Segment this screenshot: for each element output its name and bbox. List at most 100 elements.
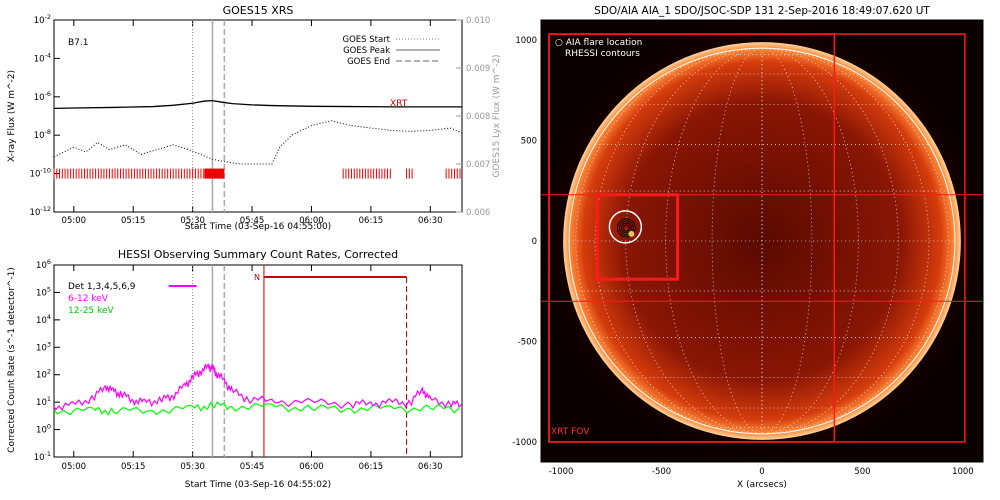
- aia-xlabel: X (arcsecs): [737, 480, 787, 490]
- goes-markers: [192, 20, 226, 212]
- night-label: N: [254, 273, 260, 282]
- aia-ytick-label: -500: [518, 337, 537, 347]
- aia-ytick-label: -1000: [512, 438, 537, 448]
- aia-xtick-label: -500: [652, 467, 671, 477]
- goes-flux-line: [53, 99, 462, 110]
- flare-box: [595, 193, 680, 281]
- aia-ytick-label: 1000: [515, 36, 537, 46]
- aia-title: SDO/AIA AIA_1 SDO/JSOC-SDP 131 2-Sep-201…: [594, 5, 930, 17]
- hessi-xtick-label: 05:00: [62, 462, 87, 472]
- hessi-series-line: [53, 401, 460, 416]
- hessi-xlabel: Start Time (03-Sep-16 04:55:02): [185, 480, 331, 490]
- goes-y-ticks: 10-12 10-10 10-8 10-6 10-4 10-2: [30, 13, 60, 218]
- rhessi-contour: [622, 224, 630, 232]
- goes-y2tick-label: 0.009: [466, 64, 490, 74]
- goes-y2tick-label: 0.006: [466, 208, 490, 218]
- goes-xtick-label: 05:15: [121, 216, 146, 226]
- hessi-ytick-label: 10-1: [34, 450, 51, 463]
- goes-title: GOES15 XRS: [223, 4, 294, 17]
- xrt-fov-box: [548, 33, 966, 443]
- hessi-ytick-label: 100: [36, 423, 51, 436]
- aia-xtick-label: 1000: [952, 467, 974, 477]
- hessi-ytick-label: 102: [36, 368, 51, 381]
- goes-ytick-label: 10-8: [34, 128, 51, 141]
- rhessi-contour: [618, 220, 634, 236]
- aia-xtick-label: 0: [759, 467, 764, 477]
- aia-x-ticks: -1000 -500 0 500 1000: [549, 456, 974, 477]
- goes-xtick-label: 05:45: [240, 216, 265, 226]
- goes-xtick-label: 05:30: [180, 216, 205, 226]
- goes-xtick-label: 06:00: [299, 216, 324, 226]
- goes-xlabel: Start Time (03-Sep-16 04:55:00): [185, 222, 331, 232]
- hessi-xtick-label: 06:00: [299, 462, 324, 472]
- longitude-line: [761, 47, 899, 435]
- goes-y2tick-label: 0.007: [466, 160, 490, 170]
- goes-ytick-label: 10-10: [30, 167, 51, 180]
- aia-xtick-label: 500: [854, 467, 870, 477]
- hessi-ytick-label: 103: [36, 340, 51, 353]
- legend-goes-end: GOES End: [347, 57, 390, 67]
- goes-series: [53, 99, 463, 165]
- longitude-line: [761, 47, 949, 435]
- goes-ylabel-right: GOES15 Lyx Flux (W m^-2): [492, 54, 502, 177]
- rhessi-contour: [620, 222, 632, 234]
- sun-limb-outline: [568, 47, 956, 435]
- xrt-coverage-block: [204, 168, 225, 179]
- aia-flare-circle: [608, 210, 643, 244]
- hessi-night-interval: [263, 265, 408, 457]
- hessi-y-ticks: 10-1 100 101 102 103 104 105 106: [34, 258, 60, 463]
- hessi-legend: Det 1,3,4,5,6,9 6-12 keV 12-25 keV: [68, 282, 136, 316]
- legend-det: Det 1,3,4,5,6,9: [68, 282, 136, 292]
- legend-goes-peak: GOES Peak: [343, 46, 390, 56]
- legend-rhessi: RHESSI contours: [565, 49, 640, 59]
- hessi-xtick-label: 05:45: [240, 462, 265, 472]
- hessi-xtick-label: 06:30: [418, 462, 443, 472]
- xrt-label: XRT: [390, 99, 408, 109]
- aia-image-panel: SDO/AIA AIA_1 SDO/JSOC-SDP 131 2-Sep-201…: [512, 5, 984, 490]
- xrt-fov-boxes: [541, 33, 983, 443]
- legend-goes-start: GOES Start: [342, 35, 390, 45]
- longitude-line: [575, 47, 763, 435]
- xrt-fov-label: XRT FOV: [551, 427, 590, 437]
- goes-y2tick-label: 0.010: [466, 16, 490, 26]
- goes-ylabel: X-ray Flux (W m^-2): [7, 70, 17, 162]
- flare-location-marker: [608, 210, 643, 244]
- hessi-markers: [168, 265, 226, 457]
- aia-ytick-label: 0: [532, 237, 537, 247]
- goes-ytick-label: 10-4: [34, 51, 51, 64]
- goes-ytick-label: 10-12: [30, 205, 51, 218]
- hessi-ytick-label: 104: [36, 313, 51, 326]
- goes-xrt-coverage: [53, 168, 461, 179]
- aia-xtick-label: -1000: [549, 467, 574, 477]
- goes-xrs-panel: GOES15 XRS B7.1 Start Time (03-Sep-16 04…: [7, 4, 502, 232]
- goes-xtick-label: 05:00: [62, 216, 87, 226]
- hessi-ytick-label: 101: [36, 395, 51, 408]
- legend-12-25kev: 12-25 keV: [68, 306, 114, 316]
- goes-plot-frame: [53, 19, 463, 213]
- hessi-xtick-label: 05:30: [180, 462, 205, 472]
- flare-bright-spot: [628, 230, 635, 237]
- hessi-title: HESSI Observing Summary Count Rates, Cor…: [118, 248, 398, 261]
- legend-6-12kev: 6-12 keV: [68, 294, 109, 304]
- hessi-plot-frame: [53, 264, 463, 458]
- hessi-xtick-label: 05:15: [121, 462, 146, 472]
- goes-xtick-label: 06:30: [418, 216, 443, 226]
- legend-aia-flare: ○ AIA flare location: [555, 38, 642, 48]
- goes-ytick-label: 10-2: [34, 13, 51, 26]
- longitude-line: [625, 47, 763, 435]
- hessi-ytick-label: 106: [36, 258, 51, 271]
- rhessi-contour: [616, 218, 636, 238]
- hessi-series-line: [53, 363, 462, 411]
- goes-legend: GOES Start GOES Peak GOES End: [342, 35, 440, 67]
- goes-lya-line: [53, 120, 463, 165]
- goes-xtick-label: 06:15: [359, 216, 384, 226]
- hessi-xtick-label: 06:15: [359, 462, 384, 472]
- goes-y2tick-label: 0.008: [466, 112, 490, 122]
- goes-y2-ticks: 0.006 0.007 0.008 0.009 0.010: [456, 16, 490, 218]
- hessi-ylabel: Corrected Count Rate (s^-1 detector^-1): [7, 267, 17, 453]
- hessi-series: [53, 363, 462, 416]
- goes-flare-class: B7.1: [68, 38, 89, 48]
- hessi-panel: HESSI Observing Summary Count Rates, Cor…: [7, 248, 463, 490]
- aia-ytick-label: 500: [521, 137, 537, 147]
- aia-y-ticks: 1000 500 0 -500 -1000: [512, 36, 547, 448]
